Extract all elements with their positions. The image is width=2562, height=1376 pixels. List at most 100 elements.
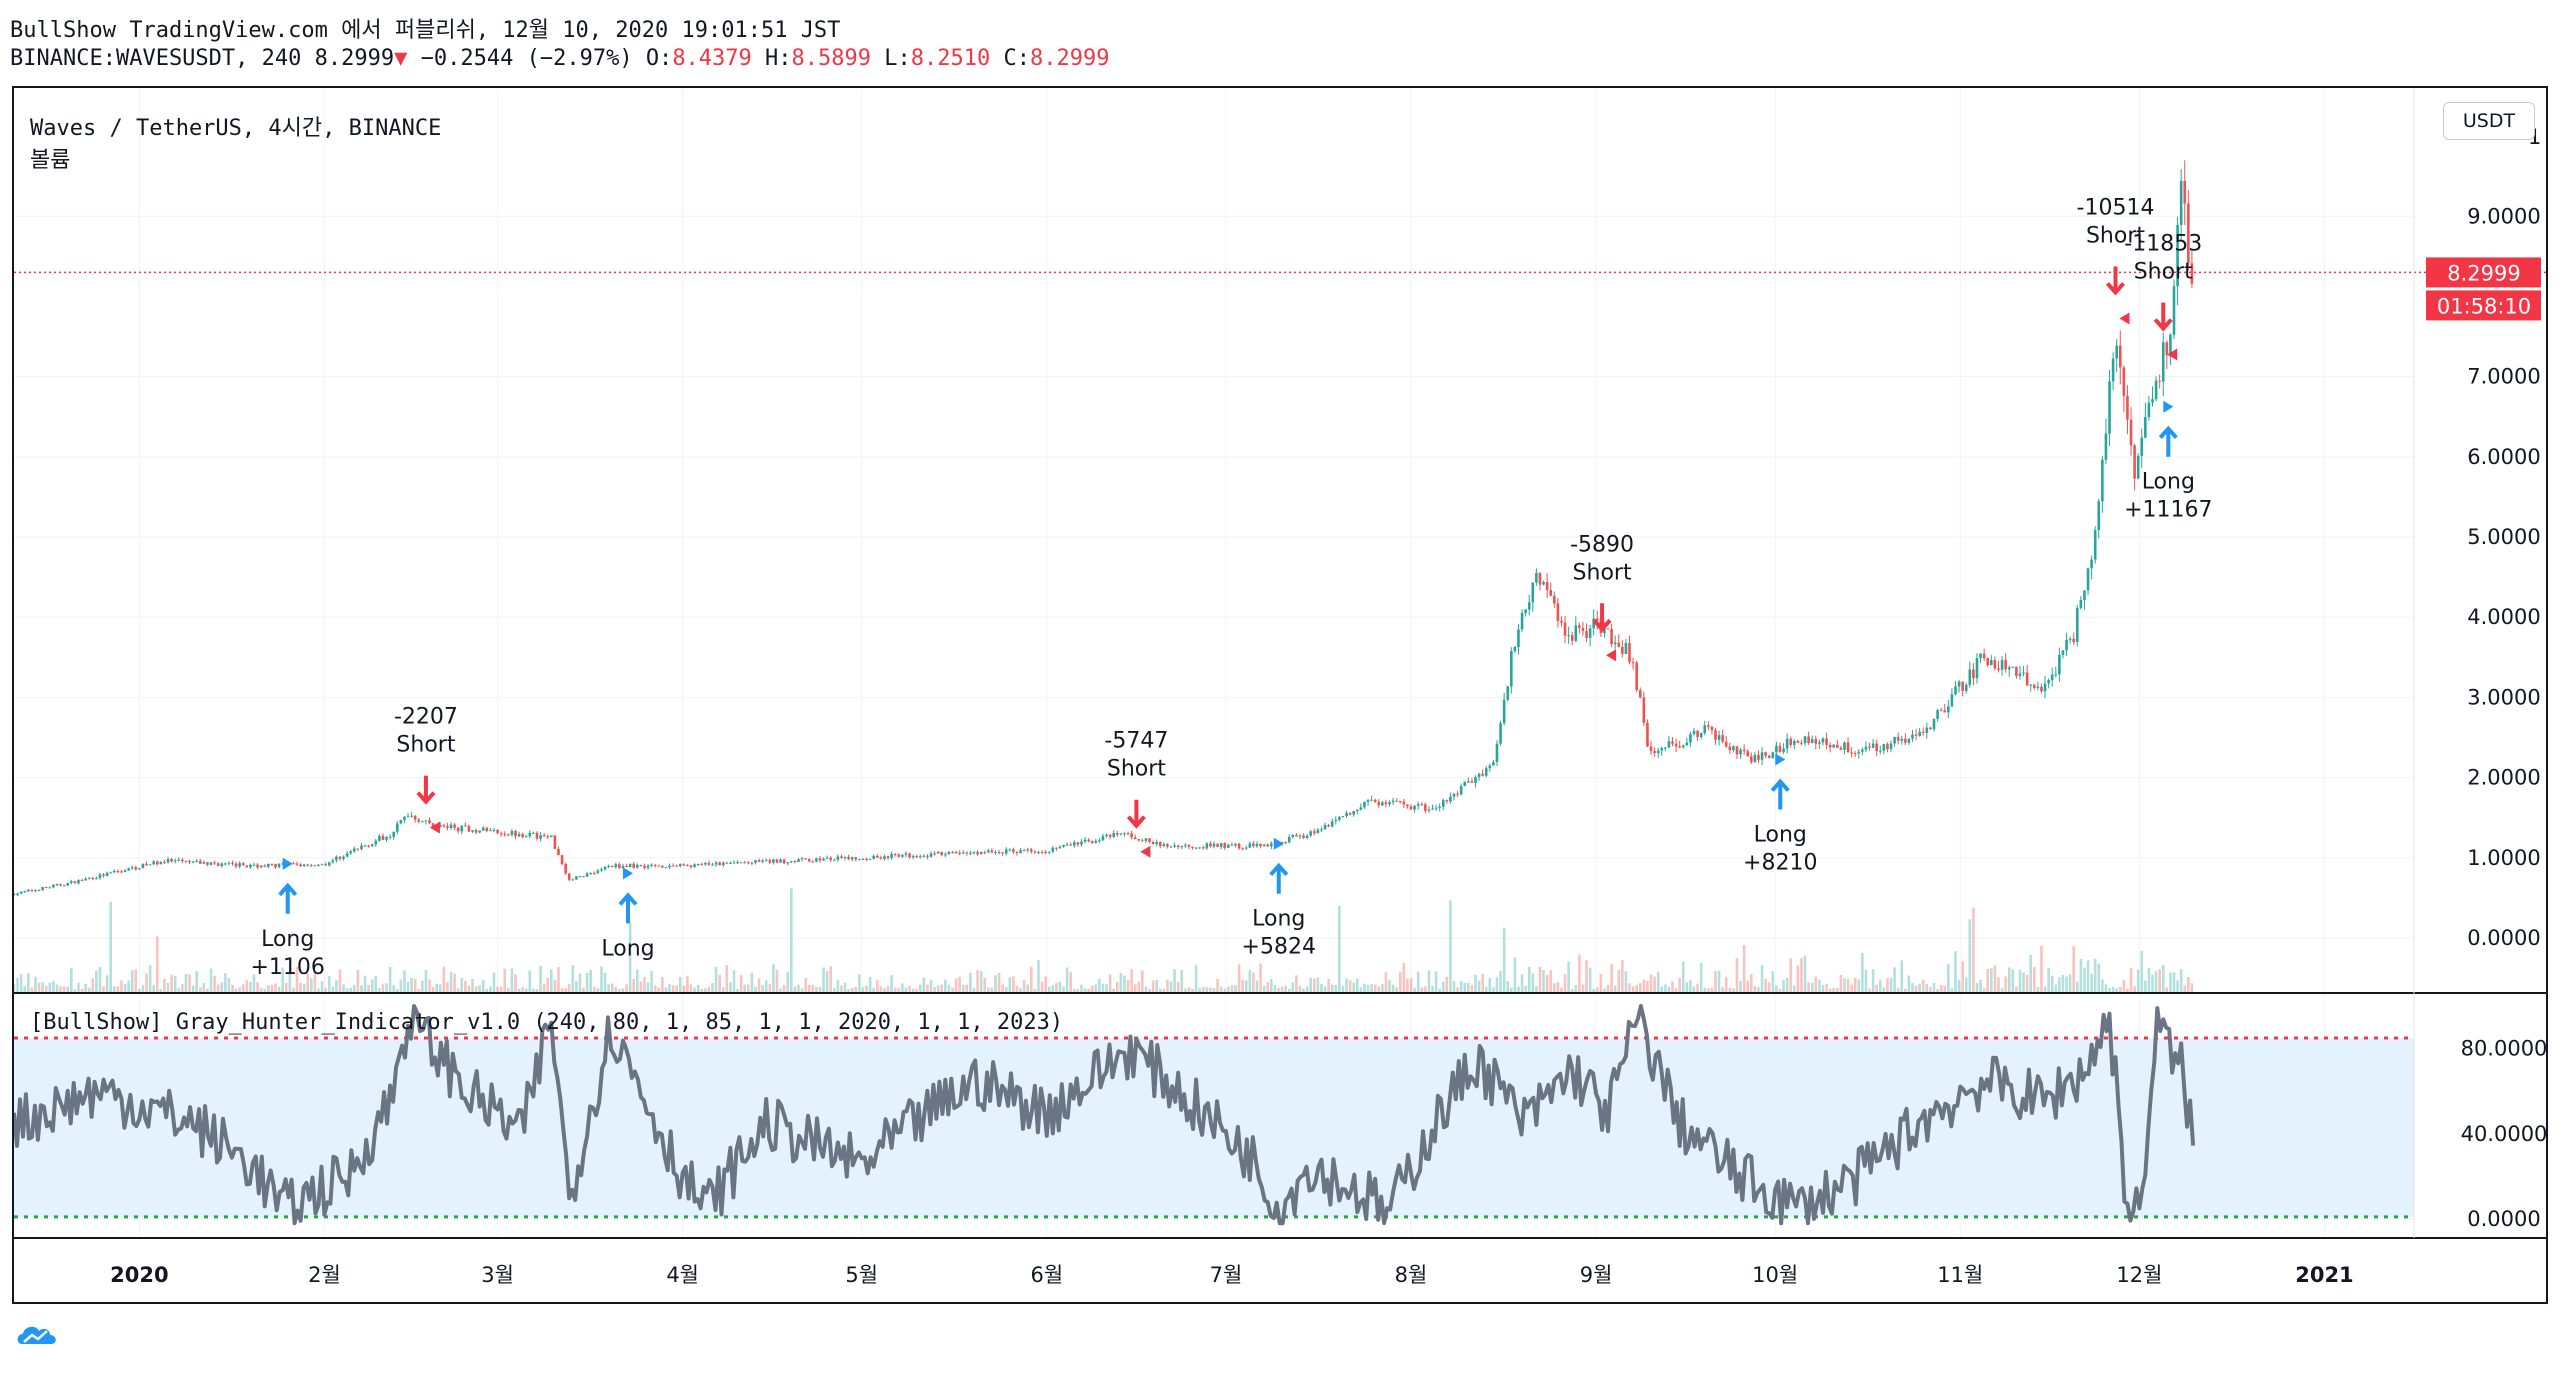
volume-bar xyxy=(560,988,564,993)
candle-body xyxy=(1248,843,1252,848)
candle-body xyxy=(48,887,52,889)
volume-bar xyxy=(1302,988,1305,993)
candle-body xyxy=(1026,849,1030,851)
candle-body xyxy=(1570,635,1574,641)
volume-bar xyxy=(524,988,528,993)
volume-bar xyxy=(2172,972,2176,993)
volume-bar xyxy=(245,980,249,993)
candle-body xyxy=(768,860,772,863)
candle-body xyxy=(1072,842,1076,846)
candle-body xyxy=(1907,738,1911,743)
volume-bar xyxy=(1818,979,1821,993)
volume-bar xyxy=(2000,988,2004,993)
volume-bar xyxy=(198,987,202,993)
volume-bar xyxy=(553,979,557,993)
candle-body xyxy=(1624,643,1628,654)
volume-bar xyxy=(904,987,908,993)
candle-body xyxy=(1355,809,1359,811)
volume-bar xyxy=(1112,988,1116,993)
price-tick-label: 9.0000 xyxy=(2467,204,2540,228)
volume-bar xyxy=(191,985,195,993)
candle-body xyxy=(743,862,747,864)
candle-body xyxy=(360,845,363,849)
volume-bar xyxy=(1832,987,1836,993)
volume-bar xyxy=(1345,978,1348,993)
volume-bar xyxy=(1681,961,1685,993)
volume-bar xyxy=(1932,982,1936,993)
candle-body xyxy=(1474,777,1477,783)
candle-body xyxy=(1108,834,1112,837)
candle-body xyxy=(628,863,632,868)
candle-body xyxy=(464,825,467,827)
tradingview-logo[interactable] xyxy=(14,1320,60,1350)
candle-body xyxy=(141,863,145,869)
volume-bar xyxy=(1445,976,1449,993)
candle-body xyxy=(2086,568,2090,591)
candle-body xyxy=(77,880,80,884)
volume-bar xyxy=(363,975,367,993)
candle-body xyxy=(936,851,940,854)
short-arrow-icon xyxy=(2105,266,2125,296)
volume-bar xyxy=(596,988,600,993)
volume-bar xyxy=(1653,976,1656,993)
volume-bar xyxy=(1979,979,1982,993)
candle-body xyxy=(592,872,596,874)
volume-bar xyxy=(288,972,292,993)
volume-bar xyxy=(464,980,467,993)
volume-bar xyxy=(1603,988,1606,993)
volume-bar xyxy=(1724,977,1728,993)
volume-bar xyxy=(1646,980,1649,993)
candle-body xyxy=(567,873,571,880)
candle-body xyxy=(159,861,163,865)
volume-bar xyxy=(1420,987,1424,993)
candle-body xyxy=(1714,730,1717,740)
volume-bar xyxy=(263,988,267,993)
volume-bar xyxy=(1674,988,1678,993)
volume-bar xyxy=(1427,970,1431,993)
volume-bar xyxy=(532,988,535,993)
volume-bar xyxy=(1076,988,1080,993)
volume-bar xyxy=(1248,969,1252,993)
candle-body xyxy=(639,864,643,866)
volume-bar xyxy=(1459,980,1463,993)
candle-body xyxy=(352,848,356,852)
candle-body xyxy=(517,834,521,837)
candle-body xyxy=(807,859,811,862)
price-tag xyxy=(2426,257,2541,288)
volume-bar xyxy=(1943,985,1947,993)
volume-bar xyxy=(678,977,682,993)
candle-body xyxy=(507,834,510,836)
volume-bar xyxy=(1366,985,1370,993)
volume-bar xyxy=(52,981,55,993)
candle-body xyxy=(1076,842,1080,845)
candle-body xyxy=(2144,417,2147,438)
volume-bar xyxy=(890,975,893,993)
candle-body xyxy=(188,860,191,863)
chart-svg[interactable]: Long +1106 -2207 Short Long -5747 Short Long +58… xyxy=(14,88,2546,1302)
currency-button[interactable]: USDT xyxy=(2443,102,2535,140)
candle-body xyxy=(1492,761,1495,766)
candle-body xyxy=(206,862,209,865)
candle-body xyxy=(997,852,1001,854)
candle-body xyxy=(610,865,614,868)
volume-bar xyxy=(610,983,614,993)
candle-body xyxy=(1180,845,1184,847)
volume-bar xyxy=(1320,984,1323,993)
candle-body xyxy=(145,863,148,866)
candle-body xyxy=(1911,734,1914,739)
volume-bar xyxy=(417,988,421,993)
volume-bar xyxy=(1527,966,1531,993)
volume-bar xyxy=(1592,988,1596,993)
candle-body xyxy=(1606,628,1610,630)
candle-body xyxy=(1381,802,1384,806)
volume-bar xyxy=(1155,979,1158,993)
volume-bar xyxy=(1406,978,1409,993)
candle-body xyxy=(700,863,704,865)
candle-body xyxy=(840,856,843,859)
volume-bar xyxy=(216,984,220,993)
candle-body xyxy=(1420,804,1424,806)
candle-body xyxy=(1166,844,1169,847)
volume-bar xyxy=(721,987,725,993)
volume-bar xyxy=(1391,984,1395,993)
volume-bar xyxy=(1341,985,1345,993)
